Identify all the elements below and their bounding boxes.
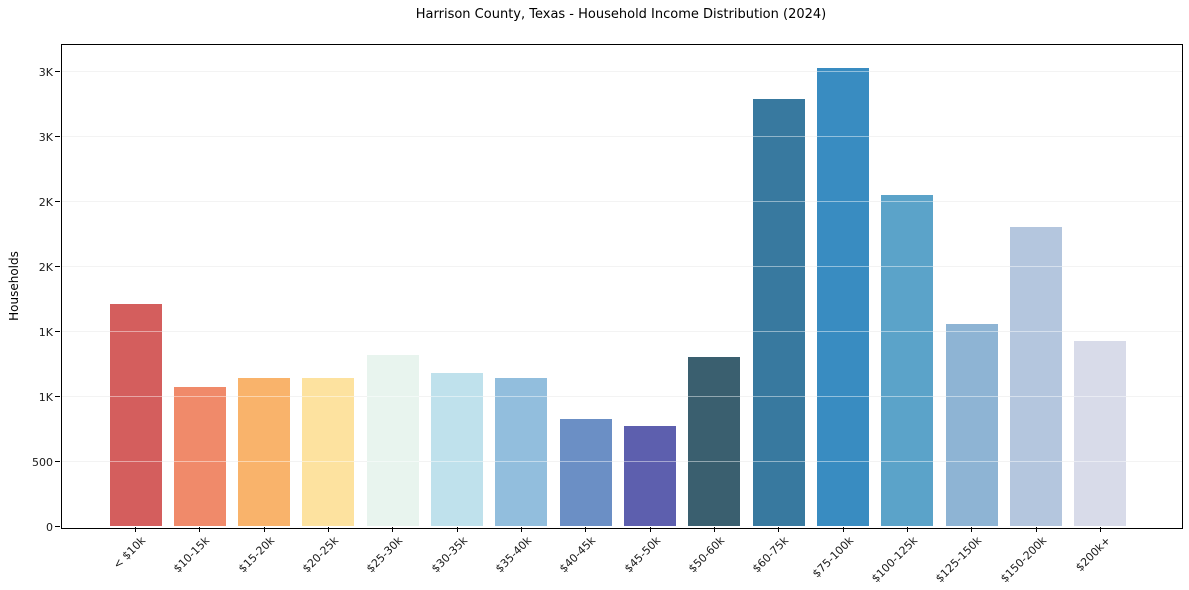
y-tick-label: 2K [38,260,53,274]
y-tick-mark [55,201,60,203]
bar [881,195,934,527]
bar [559,419,612,527]
gridline [61,71,1182,73]
x-tick-mark [1099,526,1101,532]
bar [366,355,419,527]
bar [495,377,548,527]
gridline [61,266,1182,268]
x-tick-label-text: $150-200k [997,534,1049,586]
y-tick-mark [55,331,60,333]
bar [1074,341,1127,527]
bar [945,323,998,527]
y-tick-label: 1K [38,390,53,404]
x-tick-mark [1035,526,1037,532]
bar [1010,227,1063,527]
x-tick-mark [520,526,522,532]
y-tick-mark [55,396,60,398]
bar [238,377,291,527]
x-tick-label-text: < $10k [110,534,149,572]
bar [173,386,226,527]
x-tick-mark [456,526,458,532]
y-tick-label: 0 [46,520,53,534]
x-tick-mark [649,526,651,532]
y-tick-label: 2K [38,195,53,209]
gridline [61,71,1182,73]
gridline [61,201,1182,203]
x-tick-label-text: $40-45k [557,534,599,576]
gridline [61,331,1182,333]
gridline [61,136,1182,138]
x-tick-label-text: $20-25k [299,534,342,576]
x-tick-label-text: $75-100k [809,534,856,581]
x-tick-label-text: $25-30k [364,534,406,576]
gridline [61,461,1182,463]
y-tick-label: 1K [38,325,53,339]
gridline [61,396,1182,398]
x-tick-label-text: $10-15k [171,534,213,576]
gridline [61,201,1182,203]
x-tick-label-text: $35-40k [492,534,535,576]
x-tick-label-text: $200k+ [1073,534,1114,575]
x-tick-label-text: $125-150k [933,534,985,586]
x-tick-label-text: $60-75k [750,534,792,576]
x-tick-mark [135,526,136,532]
gridline [61,266,1182,268]
bar [109,304,162,527]
gridline [61,396,1182,398]
x-tick-mark [585,526,587,532]
x-tick-mark [906,526,908,532]
bar [752,99,805,527]
bar [688,356,741,527]
bar [817,67,870,527]
x-tick-label-text: $15-20k [235,534,277,576]
y-tick-label: 500 [32,455,53,469]
x-tick-label-text: $50-60k [685,534,728,576]
x-tick-mark [327,526,329,532]
gridline [61,136,1182,138]
y-tick-mark [55,136,60,138]
x-tick-label-text: $30-35k [428,534,470,576]
x-tick-mark [263,526,265,532]
bar [431,373,484,527]
plot-area [55,43,1183,532]
x-tick-mark [392,526,394,532]
gridline [61,461,1182,463]
x-tick-label-text: $45-50k [621,534,663,576]
x-tick-label-text: $100-125k [868,534,921,586]
x-tick-mark [778,526,780,532]
y-tick-mark [55,526,60,527]
bar [302,377,355,527]
y-tick-mark [55,266,60,268]
y-tick-label: 3K [38,130,53,144]
x-tick-mark [842,526,844,532]
bar [624,426,677,527]
y-tick-mark [55,71,60,73]
x-tick-mark [713,526,715,532]
chart-title: Harrison County, Texas - Household Incom… [415,7,827,22]
x-tick-mark [199,526,201,532]
y-tick-label: 3K [38,65,53,79]
y-tick-mark [55,461,60,463]
x-tick-mark [971,526,973,532]
gridline [61,331,1182,333]
